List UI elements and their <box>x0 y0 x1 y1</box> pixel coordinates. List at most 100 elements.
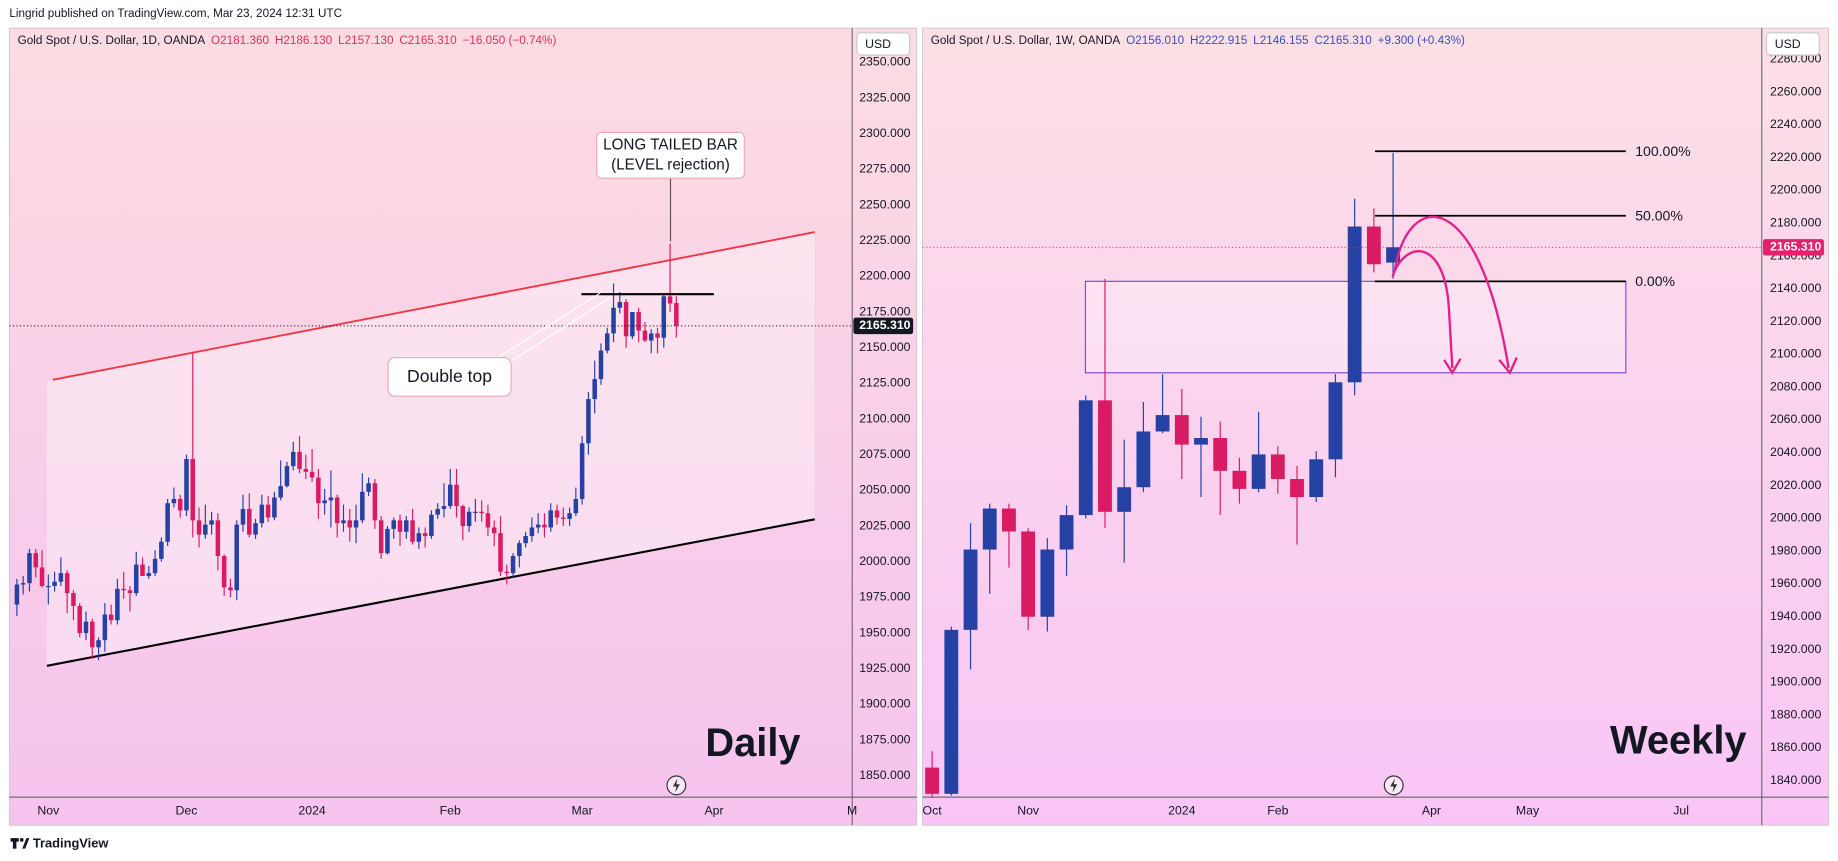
candle-body <box>454 484 459 507</box>
candle-body <box>121 588 126 591</box>
candle-body <box>1059 515 1074 550</box>
candle-body <box>542 524 547 528</box>
candle-body <box>14 584 20 605</box>
y-tick-label: 1840.000 <box>1770 773 1821 787</box>
candle-body <box>146 573 152 576</box>
x-tick-label: 2024 <box>298 803 326 817</box>
x-tick-label: 2024 <box>1168 803 1196 817</box>
y-tick-label: 2325.000 <box>859 90 910 104</box>
currency: USD <box>1775 37 1801 51</box>
candle-body <box>284 466 290 487</box>
candle-body <box>397 520 403 532</box>
y-tick-label: 2300.000 <box>859 126 910 140</box>
candle-body <box>152 558 158 574</box>
y-tick-label: 2200.000 <box>1770 183 1821 197</box>
y-tick-label: 2075.000 <box>859 447 910 461</box>
y-tick-label: 1850.000 <box>859 768 910 782</box>
candle-body <box>1117 487 1132 512</box>
y-tick-label: 1875.000 <box>859 732 910 746</box>
alert-icon[interactable] <box>1383 775 1404 796</box>
x-tick-label: Jul <box>1673 803 1689 817</box>
candle-body <box>648 333 654 341</box>
last-price-label: 2165.310 <box>1770 240 1821 254</box>
legend: Gold Spot / U.S. Dollar, 1W, OANDA O2156.… <box>931 34 1465 47</box>
last-price-label: 2165.310 <box>859 318 910 332</box>
y-tick-label: 2100.000 <box>1770 347 1821 361</box>
logo <box>10 838 30 849</box>
y-tick-label: 2200.000 <box>859 269 910 283</box>
y-tick-label: 1900.000 <box>859 697 910 711</box>
y-tick-label: 1980.000 <box>1770 543 1821 557</box>
candle-body <box>303 468 309 472</box>
candle-body <box>77 605 82 634</box>
x-tick-label: Apr <box>704 803 723 817</box>
currency: USD <box>865 37 891 51</box>
channel-lower <box>46 518 815 667</box>
candle-body <box>667 296 673 304</box>
axes: 1840.000 1860.000 1880.000 1900.000 1920.000… <box>923 52 1824 817</box>
candle-body <box>623 302 629 337</box>
x-tick-label: May <box>1516 803 1540 817</box>
candle-body <box>378 520 384 554</box>
candle-body <box>372 483 378 521</box>
y-tick-label: 2220.000 <box>1770 150 1821 164</box>
legend-value: L2146.155 <box>1253 34 1309 47</box>
legend-value: H2186.130 <box>275 34 333 47</box>
y-tick-label: 1860.000 <box>1770 740 1821 754</box>
candle-body <box>429 514 434 537</box>
candle-body <box>573 498 579 514</box>
y-tick-label: 2080.000 <box>1770 379 1821 393</box>
candle-body <box>272 497 277 518</box>
candle-body <box>598 350 604 380</box>
candle-body <box>435 508 440 515</box>
candle-body <box>498 533 503 572</box>
candle-body <box>159 541 164 559</box>
candle-body <box>221 556 227 588</box>
candle-body <box>20 583 26 585</box>
currency-button[interactable] <box>1765 32 1820 56</box>
currency-button[interactable] <box>856 32 911 56</box>
y-tick-label: 2125.000 <box>859 376 910 390</box>
candle-body <box>64 573 70 594</box>
candle-body <box>165 503 170 542</box>
candle-body <box>228 587 233 591</box>
candle-body <box>253 523 258 535</box>
candle-body <box>1309 459 1324 498</box>
x-tick-label: Feb <box>440 803 461 817</box>
candle-body <box>1328 382 1343 460</box>
channel-upper <box>52 231 815 381</box>
candle-body <box>127 590 133 594</box>
candle-body <box>90 621 95 648</box>
y-tick-label: 2225.000 <box>859 233 910 247</box>
candle-body <box>611 307 616 334</box>
candle-body <box>108 614 114 621</box>
candle-body <box>140 564 145 576</box>
candle-body <box>247 508 252 535</box>
candle-body <box>46 585 51 588</box>
axes: 1850.000 1875.000 1900.000 1925.000 1950.000… <box>37 55 914 817</box>
candle-body <box>184 458 189 511</box>
candle-body <box>290 451 296 467</box>
candle-body <box>1002 508 1016 532</box>
candle-body <box>1174 415 1189 445</box>
fib-label: 0.00% <box>1635 273 1675 289</box>
candle-body <box>259 504 265 524</box>
header: Lingrid published on TradingView.com, Ma… <box>9 7 342 20</box>
legend-symbol: Gold Spot / U.S. Dollar, 1D, OANDA <box>18 34 206 47</box>
candle-body <box>485 513 491 528</box>
y-tick-label: 2025.000 <box>859 518 910 532</box>
candle-body <box>661 296 667 338</box>
candle-body <box>322 500 327 504</box>
x-tick-label: Oct <box>923 803 943 817</box>
y-tick-label: 1950.000 <box>859 625 910 639</box>
candle-body <box>39 567 45 586</box>
candle-body <box>630 312 635 337</box>
y-tick-label: 2060.000 <box>1770 412 1821 426</box>
candle-body <box>925 767 940 794</box>
y-tick-label: 2260.000 <box>1770 84 1821 98</box>
y-tick-label: 2140.000 <box>1770 281 1821 295</box>
fib-label: 100.00% <box>1635 143 1690 159</box>
alert-icon[interactable] <box>666 775 687 796</box>
timeframe-label: Weekly <box>1610 719 1747 763</box>
candle-body <box>203 524 208 535</box>
